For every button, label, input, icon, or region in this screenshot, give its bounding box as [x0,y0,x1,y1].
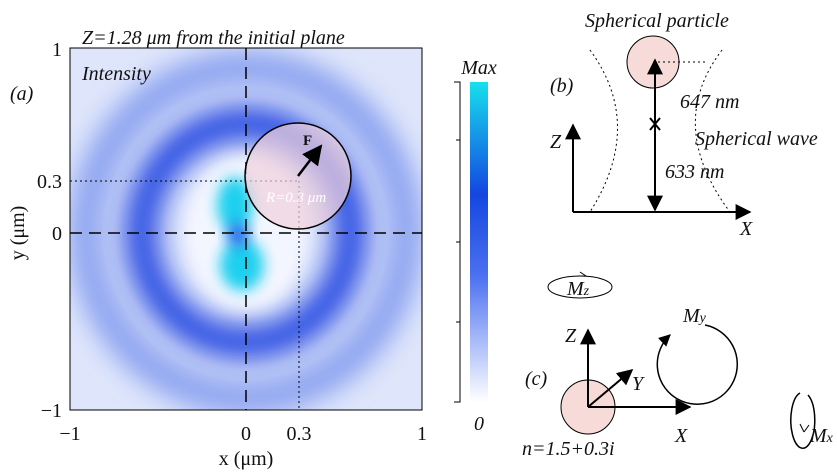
colorbar-min: 0 [474,413,484,435]
mz-sub: z [583,284,590,299]
x-axis-label: X [674,425,688,447]
force-arrow [297,144,323,177]
z-axis-label: Z [565,325,577,347]
my-rotation [656,324,738,405]
z-axis-label: Z [550,131,562,153]
my-symbol: M [682,305,701,327]
particle-label: Spherical particle [585,10,729,32]
mz-label: Mz [566,278,590,300]
y-tick-label: −1 [41,400,62,422]
panel-label: (b) [550,75,574,97]
panel-label: (a) [10,83,34,105]
mx-sub: x [826,431,834,446]
colorbar-max: Max [460,57,497,79]
colorbar-bracket [454,81,461,403]
panel-b: (b) Spherical particle Spherical wave 64… [550,10,818,240]
colorbar [470,82,488,402]
mx-label: Mx [809,425,834,447]
y-tick-label: 0.3 [37,171,62,193]
distance-top: 647 nm [680,91,739,113]
y-tick-label: 0 [52,223,62,245]
title: Z=1.28 μm from the initial plane [82,27,345,49]
wave-label: Spherical wave [695,128,818,150]
my-label: My [682,305,707,327]
force-label: F [303,133,312,149]
index-label: n=1.5+0.3i [522,438,615,460]
x-tick-label: 1 [417,423,427,445]
y-tick-label: 1 [52,39,62,61]
map-label: Intensity [81,63,151,85]
x-tick-label: −1 [59,423,80,445]
y-axis-label: y (μm) [7,206,29,261]
panel-label: (c) [525,368,548,390]
radius-label: R=0.3 μm [265,190,326,206]
distance-bottom: 633 nm [665,161,724,183]
mz-symbol: M [566,278,585,300]
y-axis-label: Y [632,373,645,395]
x-axis-label: X [739,218,753,240]
x-axis-label: x (μm) [219,448,274,470]
x-tick-label: 0.3 [287,423,312,445]
my-sub: y [698,311,707,326]
panel-c: (c) Z Y X n=1.5+0.3i Mz My Mx [522,271,834,460]
x-ticks: −1 0 0.3 1 [59,423,427,445]
mx-rotation [790,392,816,449]
mx-symbol: M [809,425,828,447]
x-tick-label: 0 [241,423,251,445]
